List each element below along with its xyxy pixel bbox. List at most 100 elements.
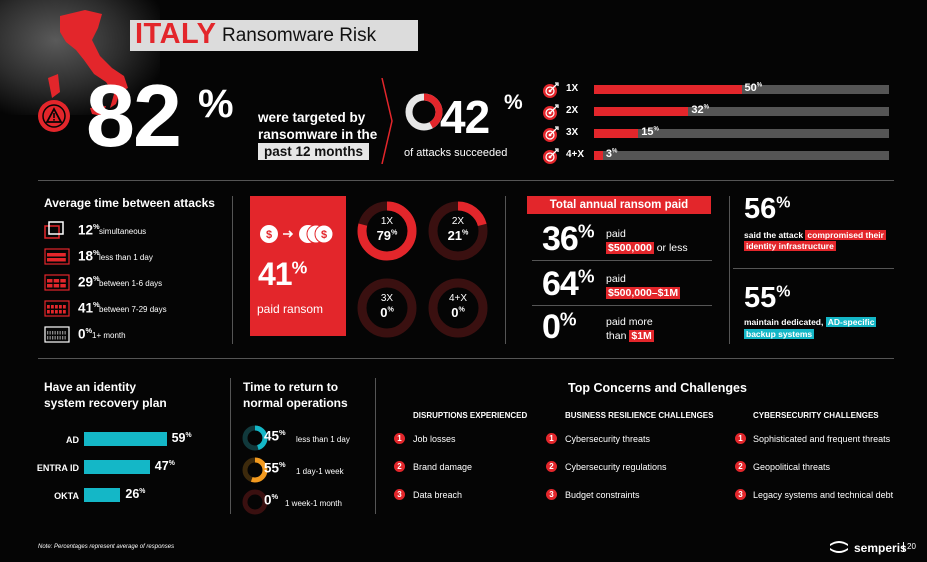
attack-count-number: 15 xyxy=(641,126,654,138)
return-time-number: 0 xyxy=(264,492,272,508)
concern-item: 3 Budget constraints xyxy=(0,489,900,503)
percent-sign: % xyxy=(279,460,286,469)
divider xyxy=(729,196,730,344)
identity-plan-label: OKTA xyxy=(54,491,79,501)
identity-plan-value: 26% xyxy=(125,487,145,501)
concern-text: Legacy systems and technical debt xyxy=(753,490,894,500)
concern-number-badge: 1 xyxy=(394,433,405,444)
percent-sign: % xyxy=(458,305,465,314)
target-icon xyxy=(543,104,559,120)
return-time-number: 45 xyxy=(264,428,280,444)
concern-text: Job losses xyxy=(413,434,456,444)
percent-sign: % xyxy=(387,305,394,314)
divider xyxy=(532,305,712,306)
concern-number-badge: 1 xyxy=(546,433,557,444)
paid-times-number: 21 xyxy=(447,228,463,243)
concern-number-badge: 1 xyxy=(735,433,746,444)
divider xyxy=(230,378,231,514)
attack-count-bar xyxy=(594,151,603,160)
divider xyxy=(532,260,712,261)
attack-count-track: 50% xyxy=(594,82,889,94)
hazard-icon xyxy=(38,100,70,132)
percent-sign: % xyxy=(653,126,659,133)
backup-value: 55% xyxy=(744,282,791,314)
attack-count-number: 32 xyxy=(691,104,704,116)
frequency-number: 0 xyxy=(78,326,86,342)
succeeded-label: of attacks succeeded xyxy=(404,147,508,159)
paid-label: paid ransom xyxy=(257,302,324,316)
return-time-row: 0% 1 week-1 month xyxy=(0,489,370,515)
targeted-line1: were targeted by xyxy=(258,110,366,125)
attack-count-label: 4+X xyxy=(566,149,585,160)
calendar-icon xyxy=(44,326,70,343)
concern-number-badge: 3 xyxy=(394,489,405,500)
concern-item: 3 Legacy systems and technical debt xyxy=(0,489,900,503)
attack-count-bar xyxy=(594,107,689,116)
identity-plan-label: ENTRA ID xyxy=(36,463,79,473)
concern-number-badge: 2 xyxy=(546,461,557,472)
return-time-desc: 1 week-1 month xyxy=(285,499,342,508)
calendar-icon xyxy=(44,221,64,239)
frequency-number: 29 xyxy=(78,274,94,290)
return-time-value: 45% xyxy=(264,428,286,444)
target-icon xyxy=(543,148,559,164)
concern-text: Brand damage xyxy=(413,462,473,472)
frequency-value: 12% xyxy=(78,222,100,238)
frequency-desc: between 7-29 days xyxy=(99,305,167,314)
identity-plan-label: AD xyxy=(66,435,79,445)
concern-column-heading: CYBERSECURITY CHALLENGES xyxy=(753,411,879,420)
paid-times-label: 4+X xyxy=(448,293,468,304)
return-time-desc: less than 1 day xyxy=(296,435,350,444)
page-subtitle: Ransomware Risk xyxy=(222,25,377,46)
paid-times-value: 21% xyxy=(427,228,489,243)
return-time-ring xyxy=(242,457,268,483)
svg-text:$: $ xyxy=(266,229,272,241)
frequency-value: 41% xyxy=(78,300,100,316)
page-number: 20 xyxy=(903,542,916,551)
concern-item: 2 Brand damage xyxy=(0,461,900,475)
percent-sign: % xyxy=(391,228,398,237)
return-time-ring xyxy=(242,425,268,451)
percent-sign: % xyxy=(168,459,175,467)
percent-sign: % xyxy=(462,228,469,237)
frequency-desc: less than 1 day xyxy=(99,253,153,262)
attack-count-value: 50% xyxy=(745,82,763,94)
paid-times-number: 0 xyxy=(380,305,388,320)
ransom-text-1: paid $500,000 or less xyxy=(606,228,688,254)
ransom-value-3: 0% xyxy=(542,308,577,346)
attack-count-row: 4+X 3% xyxy=(542,148,894,164)
return-time-number: 55 xyxy=(264,460,280,476)
paid-times-donut: 3X 0% xyxy=(356,277,418,339)
attack-count-track: 32% xyxy=(594,104,889,116)
identity-plan-row: AD 59% xyxy=(0,431,230,448)
percent-sign: % xyxy=(93,274,100,283)
succeeded-unit: % xyxy=(504,91,523,114)
percent-sign: % xyxy=(185,431,192,439)
divider xyxy=(38,180,894,181)
ransom-value-2: 64% xyxy=(542,265,594,303)
concern-item: 2 Cybersecurity regulations xyxy=(0,461,900,475)
backup-text-2: backup systems xyxy=(744,329,815,339)
concern-number-badge: 2 xyxy=(735,461,746,472)
percent-sign: % xyxy=(279,428,286,437)
paid-times-ring xyxy=(428,278,488,338)
concern-item: 2 Geopolitical threats xyxy=(0,461,900,475)
frequency-value: 29% xyxy=(78,274,100,290)
attack-count-bar xyxy=(594,129,639,138)
divider xyxy=(375,378,376,514)
attack-count-label: 3X xyxy=(566,127,579,138)
coins-icon: $ $ xyxy=(260,224,334,244)
identity-plan-number: 47 xyxy=(154,459,169,473)
paid-times-donut: 1X 79% xyxy=(356,200,418,262)
paid-times-ring xyxy=(428,201,488,261)
attack-count-value: 32% xyxy=(691,104,709,116)
paid-value: 41% xyxy=(258,256,307,292)
identity-plan-title-2: system recovery plan xyxy=(44,396,167,410)
compromised-value: 56% xyxy=(744,193,791,225)
return-time-title-1: Time to return to xyxy=(243,380,339,394)
concern-column-heading: DISRUPTIONS EXPERIENCED xyxy=(413,411,528,420)
return-time-desc: 1 day-1 week xyxy=(296,467,344,476)
paid-times-number: 79 xyxy=(376,228,392,243)
identity-plan-bar xyxy=(84,432,167,446)
italy-map-icon xyxy=(48,10,128,116)
